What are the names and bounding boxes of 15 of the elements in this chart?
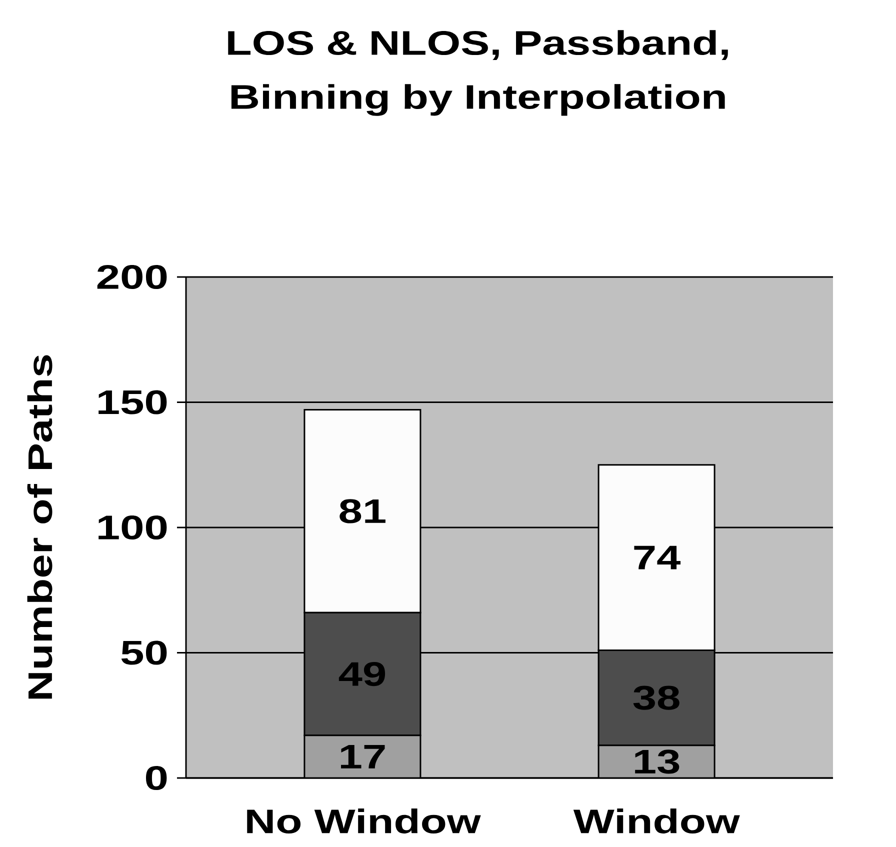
data-label: 81 bbox=[340, 499, 386, 524]
data-label: 74 bbox=[634, 546, 681, 570]
y-tick-label: 100 bbox=[98, 515, 167, 540]
data-label: 38 bbox=[633, 686, 680, 710]
x-tick-label: Window bbox=[573, 808, 740, 834]
y-tick-label: 200 bbox=[97, 264, 167, 290]
x-tick-label: No Window bbox=[247, 808, 481, 834]
data-label: 17 bbox=[341, 745, 385, 768]
y-tick-label: 150 bbox=[98, 390, 167, 414]
y-tick-label: 50 bbox=[121, 640, 167, 665]
y-axis-title: Number of Paths bbox=[27, 355, 52, 699]
data-label: 49 bbox=[338, 662, 386, 686]
chart-title: LOS & NLOS, Passband, Binning by Interpolation bbox=[228, 30, 728, 116]
y-tick-label: 0 bbox=[146, 766, 167, 790]
data-label: 13 bbox=[635, 750, 680, 774]
